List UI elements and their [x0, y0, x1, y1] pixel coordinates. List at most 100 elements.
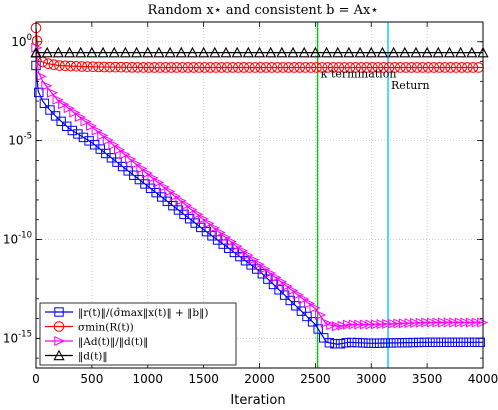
data-point: [91, 125, 103, 136]
data-point: [147, 172, 159, 183]
data-point: [449, 317, 461, 328]
data-point: [462, 62, 473, 73]
data-point: [391, 338, 402, 348]
data-point: [97, 130, 109, 141]
data-point: [199, 62, 211, 73]
data-point: [343, 46, 355, 58]
data-point: [86, 120, 98, 131]
data-point: [287, 46, 299, 58]
data-point: [52, 46, 64, 58]
data-point: [450, 62, 462, 73]
data-point: [410, 317, 422, 328]
data-point: [393, 318, 405, 329]
data-point: [255, 62, 266, 73]
data-point: [143, 62, 155, 73]
data-point: [205, 62, 216, 73]
legend-marker: [54, 336, 66, 346]
data-point: [408, 337, 418, 348]
data-point: [270, 272, 282, 283]
data-point: [73, 129, 83, 139]
data-point: [316, 62, 328, 73]
data-point: [231, 46, 243, 58]
data-point: [63, 46, 76, 58]
data-point: [125, 154, 137, 165]
data-point: [378, 62, 389, 73]
data-point: [285, 295, 295, 306]
data-point: [404, 318, 416, 329]
data-point: [34, 87, 44, 98]
data-point: [70, 60, 82, 72]
data-point: [203, 218, 215, 229]
data-point: [477, 317, 489, 328]
data-point: [197, 213, 209, 224]
series-d: [30, 46, 489, 58]
data-point: [307, 317, 318, 327]
data-point: [361, 62, 373, 73]
data-point: [171, 62, 183, 73]
data-point: [69, 107, 81, 118]
data-point: [365, 46, 377, 58]
data-point: [87, 61, 99, 73]
data-point: [141, 168, 154, 179]
data-point: [214, 227, 226, 238]
data-point: [330, 339, 340, 349]
data-point: [153, 46, 165, 58]
data-point: [42, 58, 54, 70]
data-point: [67, 125, 78, 136]
data-point: [455, 46, 467, 58]
y-tick-label: 10-5: [8, 132, 32, 148]
data-point: [466, 317, 478, 328]
data-point: [186, 204, 198, 215]
data-point: [445, 62, 456, 73]
data-point: [208, 222, 221, 233]
data-point: [177, 62, 188, 73]
data-point: [231, 241, 243, 252]
data-point: [244, 62, 255, 73]
data-point: [382, 318, 394, 329]
chart-title-text: Random x⋆ and consistent b = Ax⋆: [148, 3, 379, 18]
data-point: [276, 276, 288, 287]
data-point: [277, 62, 289, 73]
data-point: [319, 333, 329, 343]
data-point: [65, 60, 76, 72]
data-point: [294, 62, 306, 73]
data-point: [136, 163, 148, 174]
data-point: [456, 62, 468, 73]
data-point: [434, 62, 445, 73]
chart-title: Random x⋆ and consistent b = Ax⋆: [148, 3, 379, 18]
data-point: [221, 62, 233, 73]
data-point: [227, 62, 238, 73]
data-point: [432, 46, 444, 58]
data-point: [400, 62, 412, 73]
data-point: [343, 319, 355, 330]
data-point: [421, 317, 433, 328]
data-point: [210, 62, 222, 73]
data-point: [248, 254, 260, 265]
data-point: [439, 62, 451, 73]
data-point: [165, 62, 177, 73]
data-point: [188, 62, 199, 73]
data-point: [417, 62, 428, 73]
data-point: [86, 46, 98, 58]
legend-marker: [53, 349, 65, 361]
data-point: [154, 62, 166, 73]
data-point: [41, 80, 53, 91]
data-point: [153, 177, 165, 188]
data-point: [469, 337, 480, 347]
data-point: [281, 281, 293, 292]
data-point: [56, 116, 66, 127]
data-point: [102, 135, 114, 146]
data-point: [164, 46, 176, 58]
data-point: [260, 62, 272, 73]
data-point: [438, 317, 450, 328]
data-point: [454, 317, 466, 328]
data-point: [322, 62, 333, 73]
data-point: [46, 87, 59, 98]
data-point: [164, 186, 176, 197]
data-point: [104, 61, 116, 73]
data-point: [402, 337, 413, 348]
data-point: [302, 311, 312, 322]
data-point: [432, 317, 444, 328]
data-point: [471, 317, 483, 328]
